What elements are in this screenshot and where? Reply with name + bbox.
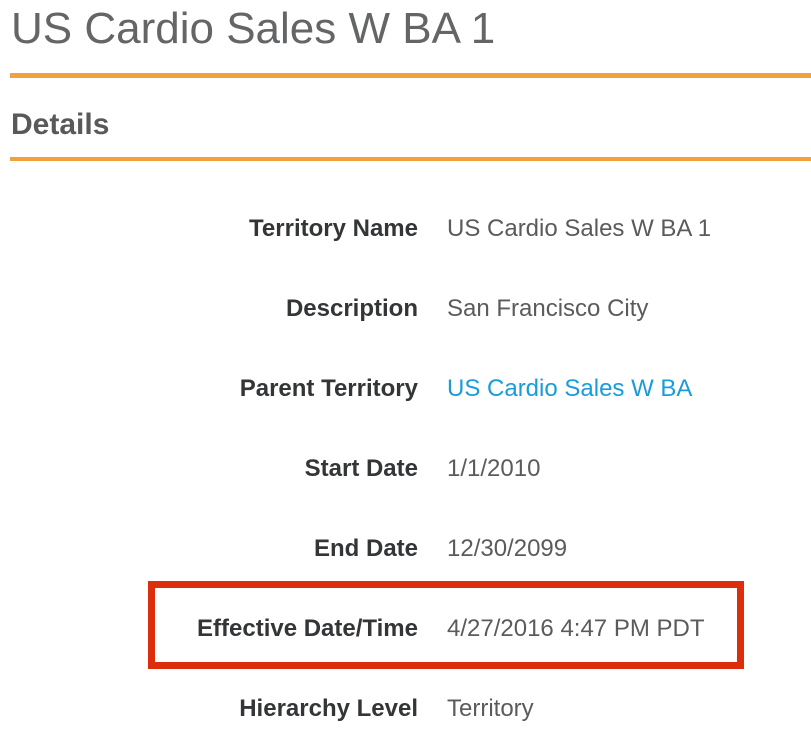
title-underline-rule: [10, 73, 811, 78]
details-section-title: Details: [11, 108, 110, 141]
field-row-end-date: End Date 12/30/2099: [0, 509, 811, 589]
section-underline-rule: [10, 157, 811, 161]
field-row-territory-name: Territory Name US Cardio Sales W BA 1: [0, 189, 811, 269]
field-label: Effective Date/Time: [197, 615, 418, 642]
field-row-description: Description San Francisco City: [0, 269, 811, 349]
field-row-effective-date-time: Effective Date/Time 4/27/2016 4:47 PM PD…: [0, 589, 811, 669]
field-value: 12/30/2099: [447, 535, 568, 562]
field-label: End Date: [313, 535, 418, 562]
field-label: Hierarchy Level: [239, 695, 418, 722]
details-fields: Territory Name US Cardio Sales W BA 1 De…: [0, 189, 811, 742]
field-value: US Cardio Sales W BA 1: [447, 215, 712, 242]
field-row-parent-territory: Parent Territory US Cardio Sales W BA: [0, 349, 811, 429]
field-value: Territory: [447, 695, 534, 722]
field-row-hierarchy-level: Hierarchy Level Territory: [0, 669, 811, 742]
field-value: 4/27/2016 4:47 PM PDT: [447, 615, 705, 642]
page-title: US Cardio Sales W BA 1: [11, 4, 496, 53]
field-label: Territory Name: [249, 215, 418, 242]
field-value: San Francisco City: [447, 295, 649, 322]
field-row-start-date: Start Date 1/1/2010: [0, 429, 811, 509]
field-label: Start Date: [304, 455, 418, 482]
field-value: 1/1/2010: [447, 455, 541, 482]
parent-territory-link[interactable]: US Cardio Sales W BA: [447, 375, 693, 402]
field-label: Parent Territory: [239, 375, 418, 402]
field-label: Description: [285, 295, 418, 322]
